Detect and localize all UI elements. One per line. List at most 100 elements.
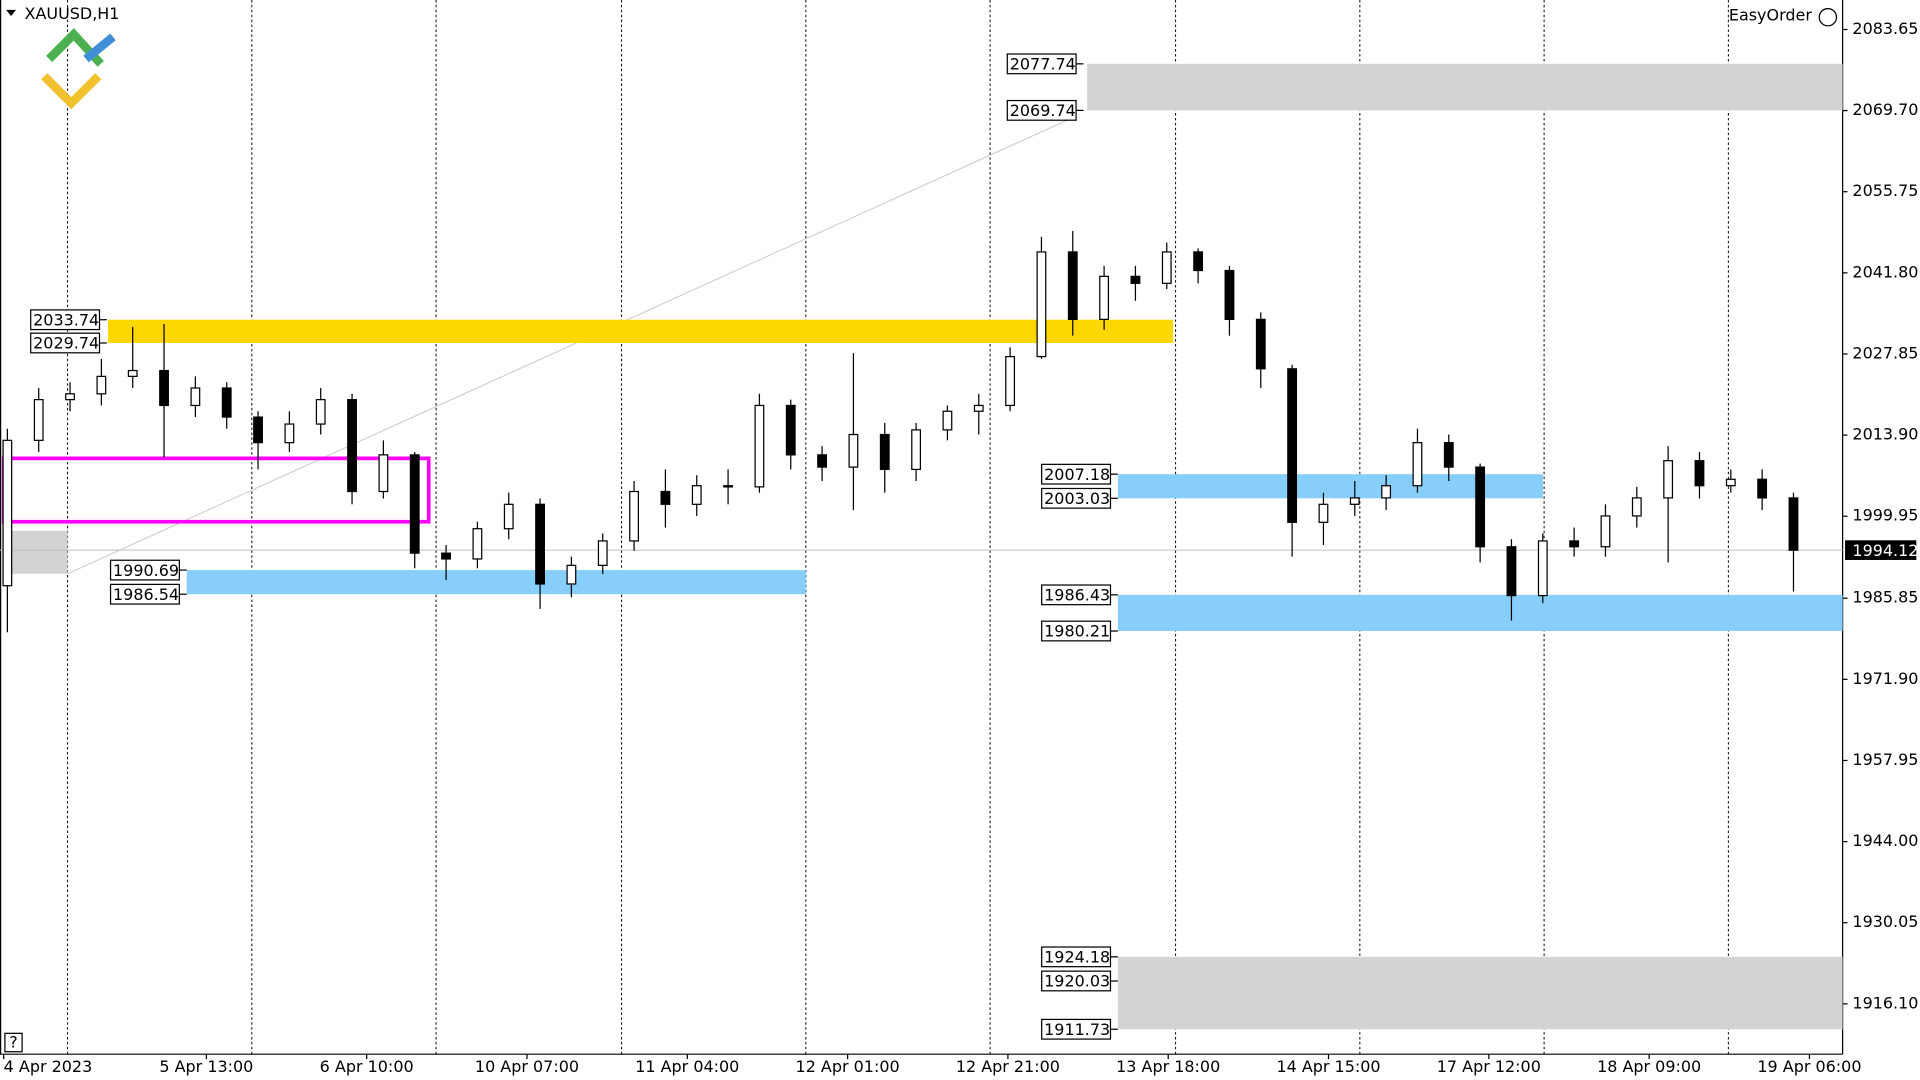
candle-body [284,423,295,444]
candle-body [1537,540,1548,597]
candle-body [535,503,545,585]
candle-body [1036,251,1047,358]
candle-body [1224,269,1235,320]
x-tick-label: 5 Apr 13:00 [159,1057,253,1076]
candle-body [1631,497,1642,517]
candle-body [378,454,389,493]
level-label: 2077.74 [1010,55,1076,74]
x-tick-label: 11 Apr 04:00 [635,1057,739,1076]
y-tick-label: 1944.00 [1852,831,1918,850]
x-tick-label: 18 Apr 09:00 [1597,1057,1701,1076]
candle-body [723,485,733,488]
y-tick-label: 1971.90 [1852,669,1918,688]
x-tick-label: 4 Apr 2023 [4,1057,93,1076]
level-label: 2029.74 [33,334,99,353]
candle-body [1161,251,1172,284]
level-label: 2003.03 [1044,489,1110,508]
candle-body [817,454,827,468]
candle-body [942,410,953,431]
help-button-label[interactable]: ? [9,1033,17,1052]
candle-body [848,433,859,468]
price-zone [1117,594,1843,632]
candle-body [1663,460,1674,499]
candle-body [1788,497,1799,551]
candle-body [911,429,922,471]
candle-body [1099,275,1110,320]
y-tick-label: 1957.95 [1852,750,1918,769]
price-zone [1087,63,1843,111]
y-tick-label: 1985.85 [1852,588,1918,607]
candle-body [597,540,608,566]
last-price-box [1845,540,1917,560]
level-label: 2033.74 [33,310,99,329]
candle-body [1005,355,1016,407]
candle-body [221,387,232,418]
candle-body [441,552,451,560]
last-price-label: 1994.12 [1852,541,1918,560]
level-label: 1920.03 [1044,972,1110,991]
candle-body [33,399,44,441]
candle-body [1067,251,1078,320]
candle-body [1381,485,1392,499]
candle-body [1412,442,1423,487]
y-tick-label: 2069.70 [1852,100,1918,119]
candle-body [96,375,107,395]
easyorder-icon[interactable] [1818,7,1838,27]
candle-body [785,404,796,456]
trend-line [67,116,1076,575]
y-tick-label: 2027.85 [1852,343,1918,362]
level-label: 1980.21 [1044,622,1110,641]
candle-body [691,485,702,505]
candle-body [660,490,671,505]
level-label: 1911.73 [1044,1020,1110,1039]
candle-body [65,393,75,401]
candle-body [973,404,984,412]
candle-body [1130,275,1141,284]
x-tick-label: 14 Apr 15:00 [1276,1057,1380,1076]
left-zone [3,530,68,574]
candle-body [472,528,483,560]
x-tick-label: 19 Apr 06:00 [1757,1057,1861,1076]
logo [41,28,116,110]
level-label: 1986.54 [113,585,179,604]
candle-body [347,399,357,493]
y-tick-label: 2083.65 [1852,19,1918,38]
x-tick-label: 10 Apr 07:00 [475,1057,579,1076]
candle-body [1569,540,1580,548]
help-button[interactable] [4,1032,23,1053]
level-label: 1924.18 [1044,948,1110,967]
symbol-menu-arrow[interactable] [6,9,16,16]
y-tick-label: 1999.95 [1852,506,1918,525]
price-zone [108,319,1174,343]
x-tick-label: 12 Apr 21:00 [956,1057,1060,1076]
candle-body [503,503,514,530]
candle-body [629,490,639,542]
price-zone [1117,956,1843,1030]
level-label: 2069.74 [1010,101,1076,120]
price-zone [1117,474,1543,499]
y-tick-label: 2013.90 [1852,425,1918,444]
x-tick-label: 17 Apr 12:00 [1437,1057,1541,1076]
candle-body [1725,478,1736,487]
candle-body [1443,442,1454,468]
candle-body [1193,251,1204,272]
time-grid [67,0,1729,1055]
price-zone [186,570,806,595]
candle-body [754,404,765,488]
candle-body [566,564,577,585]
candle-body [2,439,13,587]
candle-body [315,399,326,425]
candle-body [1318,503,1329,523]
symbol-title[interactable]: XAUUSD,H1 [25,4,120,23]
candle-body [127,369,138,377]
easyorder-label[interactable]: EasyOrder [1729,5,1812,24]
candle-body [879,433,890,471]
candle-body [1255,318,1266,370]
candle-body [190,387,201,407]
level-label: 2007.18 [1044,465,1110,484]
candle-body [1506,546,1517,597]
level-label: 1986.43 [1044,586,1110,605]
